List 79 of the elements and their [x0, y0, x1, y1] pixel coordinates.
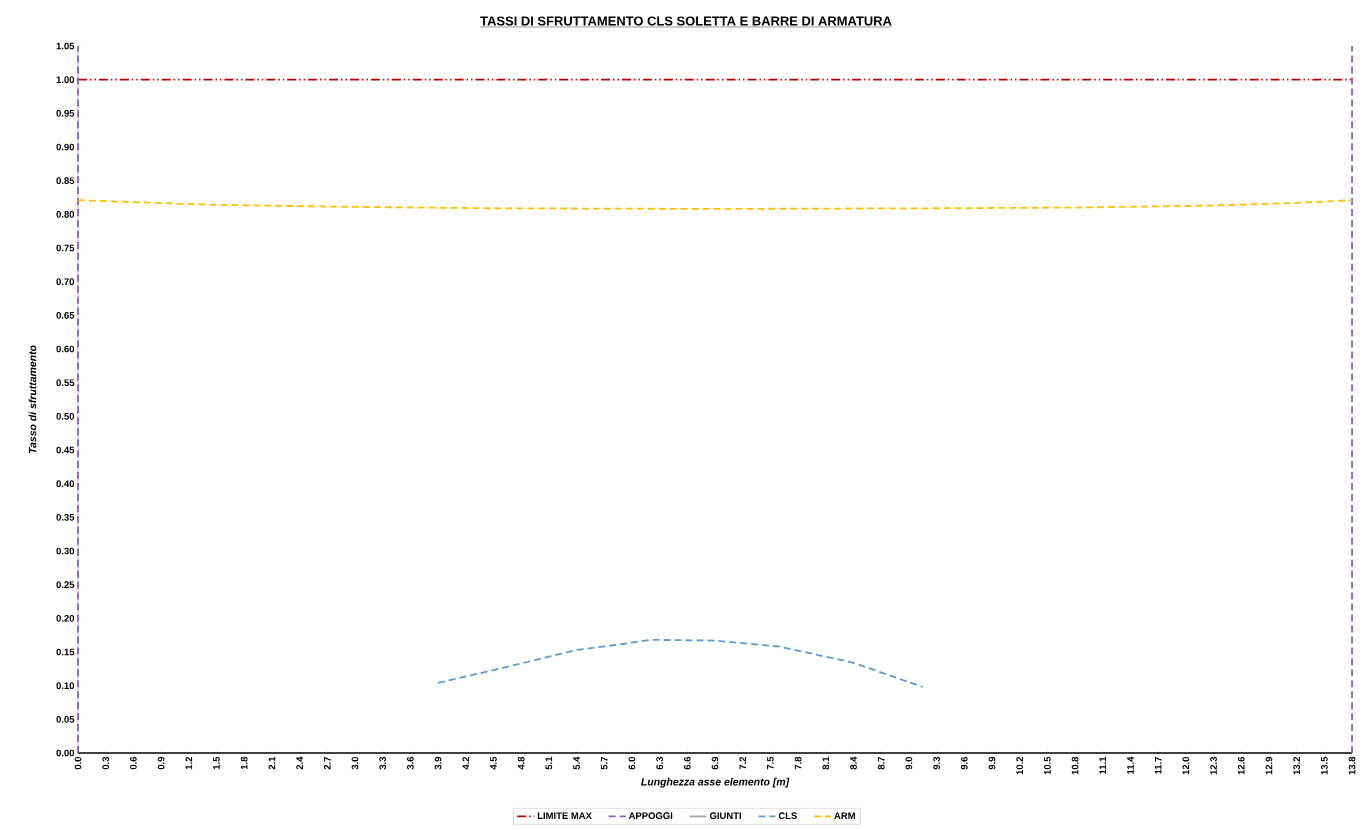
- x-tick-label: 7.2: [739, 756, 747, 770]
- y-tick-label: 0.75: [56, 244, 75, 252]
- y-tick-label: 0.15: [56, 648, 75, 656]
- x-tick-label: 5.4: [573, 756, 580, 770]
- x-tick-label: 5.7: [600, 756, 608, 770]
- x-tick-label: 1.2: [185, 756, 193, 770]
- x-tick-label: 2.1: [268, 756, 276, 770]
- x-tick-label: 0.0: [74, 756, 82, 770]
- y-tick-label: 0.45: [56, 446, 75, 454]
- x-tick-label: 8.1: [822, 756, 830, 770]
- x-tick-label: 10.5: [1044, 756, 1051, 775]
- legend-label: ARM: [834, 812, 855, 819]
- x-tick-label: 4.8: [517, 756, 525, 770]
- y-tick-label: 0.50: [56, 412, 75, 420]
- x-tick-label: 1.5: [213, 756, 220, 770]
- chart-title: TASSI DI SFRUTTAMENTO CLS SOLETTA E BARRE DI ARMATURA: [480, 16, 892, 26]
- x-tick-label: 2.4: [296, 756, 303, 770]
- legend-label: GIUNTI: [709, 812, 741, 820]
- legend-label: CLS: [778, 812, 797, 820]
- x-tick-label: 11.7: [1154, 756, 1162, 774]
- x-tick-label: 11.4: [1127, 756, 1134, 774]
- y-tick-label: 1.05: [56, 42, 75, 50]
- x-tick-label: 10.8: [1071, 756, 1079, 775]
- x-tick-label: 0.9: [157, 756, 165, 770]
- y-tick-label: 0.35: [56, 513, 75, 521]
- x-tick-label: 3.3: [379, 756, 387, 770]
- x-tick-label: 13.8: [1348, 756, 1356, 775]
- x-tick-label: 3.9: [434, 756, 442, 770]
- x-axis-title: Lunghezza asse elemento [m]: [641, 777, 790, 788]
- line-series: [77, 199, 1353, 210]
- x-tick-label: 6.0: [628, 756, 636, 770]
- x-tick-label: 10.2: [1016, 756, 1024, 775]
- y-tick-label: 0.05: [56, 715, 75, 723]
- y-tick-label: 0.30: [56, 547, 75, 555]
- y-tick-label: 1.00: [56, 76, 75, 83]
- legend-label: LIMITE MAX: [537, 812, 592, 819]
- x-tick-label: 12.0: [1182, 756, 1190, 775]
- x-tick-label: 9.9: [988, 756, 996, 770]
- y-tick-label: 0.55: [56, 379, 75, 387]
- x-tick-label: 13.2: [1293, 756, 1300, 775]
- x-tick-label: 4.2: [462, 756, 470, 770]
- x-tick-label: 1.8: [240, 756, 248, 770]
- x-tick-label: 9.0: [905, 756, 913, 770]
- x-tick-label: 0.3: [102, 756, 110, 770]
- y-tick-label: 0.80: [56, 210, 75, 218]
- x-tick-label: 6.6: [683, 756, 691, 770]
- y-tick-label: 0.20: [56, 614, 75, 622]
- y-tick-label: 0.65: [56, 311, 75, 319]
- y-tick-label: 0.25: [56, 581, 75, 589]
- x-tick-label: 11.1: [1099, 756, 1107, 774]
- y-tick-label: 0.60: [56, 345, 75, 353]
- x-tick-label: 7.5: [767, 756, 774, 770]
- x-tick-label: 3.0: [351, 756, 359, 770]
- y-tick-label: 0.40: [56, 480, 75, 488]
- y-tick-label: 0.95: [56, 109, 75, 117]
- x-tick-label: 9.3: [933, 756, 940, 770]
- x-tick-label: 3.6: [407, 756, 414, 770]
- line-series: [437, 638, 924, 688]
- y-tick-label: 0.90: [56, 143, 75, 151]
- y-tick-label: 0.00: [56, 749, 75, 757]
- x-tick-label: 12.6: [1237, 756, 1245, 775]
- legend-label: APPOGGI: [628, 812, 673, 820]
- y-tick-label: 0.85: [56, 177, 75, 184]
- x-tick-label: 4.5: [490, 756, 497, 770]
- x-tick-label: 8.4: [850, 756, 857, 770]
- x-tick-label: 9.6: [960, 756, 968, 770]
- x-tick-label: 13.5: [1320, 756, 1328, 775]
- y-tick-label: 0.10: [56, 682, 75, 690]
- x-tick-label: 0.6: [130, 756, 137, 770]
- x-tick-label: 12.3: [1210, 756, 1217, 775]
- x-tick-label: 6.3: [656, 756, 663, 770]
- y-tick-label: 0.70: [56, 278, 75, 286]
- x-tick-label: 8.7: [877, 756, 885, 770]
- x-tick-label: 12.9: [1265, 756, 1273, 775]
- y-axis-title: Tasso di sfruttamento: [28, 345, 37, 454]
- x-tick-label: 6.9: [711, 756, 719, 770]
- x-tick-label: 7.8: [794, 756, 802, 770]
- x-tick-label: 5.1: [545, 756, 553, 770]
- x-tick-label: 2.7: [323, 756, 331, 770]
